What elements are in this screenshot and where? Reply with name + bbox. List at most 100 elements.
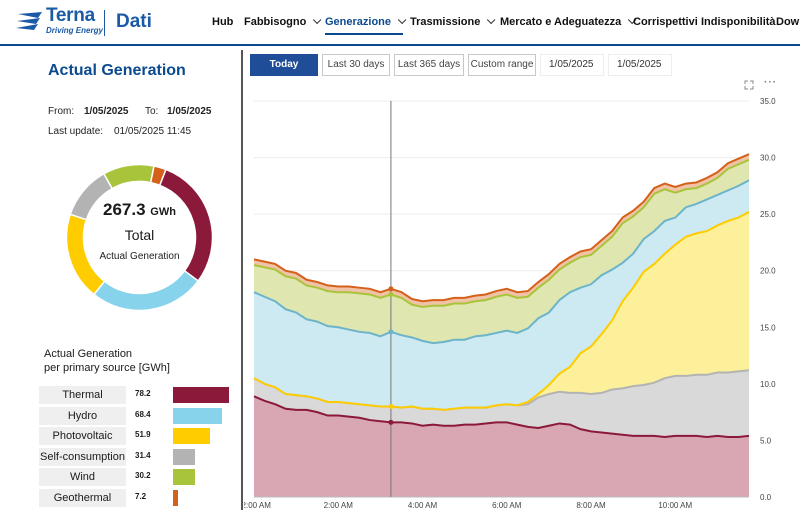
nav-item-hub[interactable]: Hub: [212, 16, 233, 28]
cursor-marker-hydro: [388, 329, 394, 335]
nav-item-down[interactable]: Down: [776, 16, 800, 28]
source-row-geothermal[interactable]: Geothermal 7.2: [39, 489, 239, 507]
legend-title-line-2: per primary source [GWh]: [44, 362, 170, 374]
line-photovoltaic: [253, 210, 750, 411]
from-label: From:: [48, 106, 75, 117]
line-thermal: [253, 395, 750, 439]
y-tick-label: 35.0: [760, 97, 776, 106]
source-value: 68.4: [135, 409, 151, 419]
source-row-hydro[interactable]: Hydro 68.4: [39, 406, 239, 425]
total-label: Total: [124, 227, 155, 243]
last-update-label: Last update:: [48, 126, 104, 137]
legend-title-line-1: Actual Generation: [44, 348, 133, 360]
date-to-input[interactable]: 1/05/2025: [608, 54, 672, 76]
chevron-down-icon: [397, 15, 407, 25]
brand-name[interactable]: Terna: [46, 5, 95, 26]
nav-item-label: Trasmissione: [410, 16, 481, 28]
x-tick-label: 4:00 AM: [408, 501, 438, 510]
brand-tagline: Driving Energy: [46, 26, 103, 35]
x-tick-label: 2:00 AM: [324, 501, 354, 510]
range-button-today[interactable]: Today: [250, 54, 318, 76]
area-photovoltaic[interactable]: [254, 211, 749, 410]
nav-item-mercato-e-adeguatezza[interactable]: Mercato e Adeguatezza: [500, 15, 637, 28]
nav-item-label: Mercato e Adeguatezza: [500, 16, 622, 28]
nav-item-label: Fabbisogno: [244, 16, 307, 28]
source-bar: [173, 407, 222, 424]
from-date: 1/05/2025: [84, 106, 129, 117]
total-generation: 267.3 GWh: [62, 200, 217, 220]
donut-slice-wind[interactable]: [102, 163, 155, 190]
source-label: Photovoltaic: [39, 427, 126, 446]
y-tick-label: 20.0: [760, 267, 776, 276]
line-wind: [253, 158, 750, 308]
source-row-wind[interactable]: Wind 30.2: [39, 468, 239, 487]
cursor-marker-photovoltaic: [388, 403, 394, 409]
more-icon[interactable]: ···: [764, 77, 777, 88]
source-bar: [173, 387, 229, 403]
total-unit: GWh: [150, 206, 176, 218]
cursor-marker-wind: [388, 291, 394, 297]
to-label: To:: [145, 106, 159, 117]
panel-divider: [241, 50, 243, 510]
date-from-input[interactable]: 1/05/2025: [540, 54, 604, 76]
source-bar: [173, 448, 196, 465]
chevron-down-icon: [313, 15, 322, 25]
source-row-self-consumption[interactable]: Self-consumption 31.4: [39, 447, 239, 466]
generation-area-chart[interactable]: 0.0 5.0 10.0 15.0 20.0 25.0 30.0 35.0 12:00 AM 2:…: [244, 90, 800, 510]
source-value: 7.2: [135, 492, 147, 501]
nav-item-corrispettivi[interactable]: Corrispettivi: [633, 16, 698, 28]
to-date: 1/05/2025: [167, 106, 212, 117]
source-label: Wind: [39, 468, 126, 487]
line-hydro: [253, 179, 750, 345]
cursor-marker-geothermal: [388, 286, 394, 292]
page-title: Actual Generation: [48, 62, 186, 79]
x-tick-label: 8:00 AM: [576, 501, 606, 510]
range-button-last-30-days[interactable]: Last 30 days: [322, 54, 390, 76]
y-tick-label: 5.0: [760, 436, 772, 445]
source-row-photovoltaic[interactable]: Photovoltaic 51.9: [39, 427, 239, 446]
source-bar: [173, 469, 195, 486]
y-tick-label: 10.0: [760, 380, 776, 389]
generation-donut-chart[interactable]: [62, 160, 217, 315]
range-button-last-365-days[interactable]: Last 365 days: [394, 54, 464, 76]
total-value: 267.3: [103, 200, 146, 219]
cursor-marker-thermal: [388, 419, 394, 425]
total-sublabel: Actual Generation: [99, 251, 180, 262]
logo-divider: [104, 10, 105, 36]
source-value: 30.2: [135, 471, 151, 481]
expand-icon[interactable]: [744, 80, 754, 90]
source-legend-title: Actual Generation per primary source [GW…: [44, 347, 170, 375]
source-row-thermal[interactable]: Thermal 78.2: [39, 386, 239, 404]
nav-item-trasmissione[interactable]: Trasmissione: [410, 15, 496, 28]
nav-item-generazione[interactable]: Generazione: [325, 15, 407, 35]
donut-center: 267.3 GWh Total Actual Generation: [62, 200, 217, 262]
source-value: 78.2: [135, 389, 151, 398]
source-label: Self-consumption: [39, 447, 126, 466]
y-tick-label: 15.0: [760, 323, 776, 332]
y-tick-label: 25.0: [760, 210, 776, 219]
source-bar: [173, 428, 211, 445]
nav-item-indisponibilit[interactable]: Indisponibilità: [701, 16, 776, 28]
area-hydro[interactable]: [254, 180, 749, 410]
nav-item-label: Hub: [212, 16, 234, 28]
nav-item-fabbisogno[interactable]: Fabbisogno: [244, 15, 322, 28]
nav-item-label: Down: [776, 16, 800, 28]
range-button-custom-range[interactable]: Custom range: [468, 54, 536, 76]
nav-item-label: Generazione: [325, 16, 392, 28]
source-bar: [173, 490, 179, 506]
x-tick-label: 12:00 AM: [244, 501, 271, 510]
y-tick-label: 30.0: [760, 154, 776, 163]
line-geothermal: [253, 153, 750, 303]
donut-slice-geothermal[interactable]: [149, 165, 167, 187]
top-bar: Terna Driving Energy Dati Hub Fabbisogno G…: [0, 0, 800, 46]
x-tick-label: 10:00 AM: [658, 501, 692, 510]
source-value: 31.4: [135, 450, 151, 460]
app-title[interactable]: Dati: [116, 11, 152, 32]
last-update-value: 01/05/2025 11:45: [114, 126, 192, 137]
source-value: 51.9: [135, 430, 151, 440]
donut-slice-hydro[interactable]: [92, 269, 200, 312]
terna-logo-icon[interactable]: [16, 10, 44, 34]
source-label: Hydro: [39, 406, 126, 425]
source-label: Thermal: [39, 386, 126, 404]
nav-item-label: Corrispettivi: [633, 16, 698, 28]
